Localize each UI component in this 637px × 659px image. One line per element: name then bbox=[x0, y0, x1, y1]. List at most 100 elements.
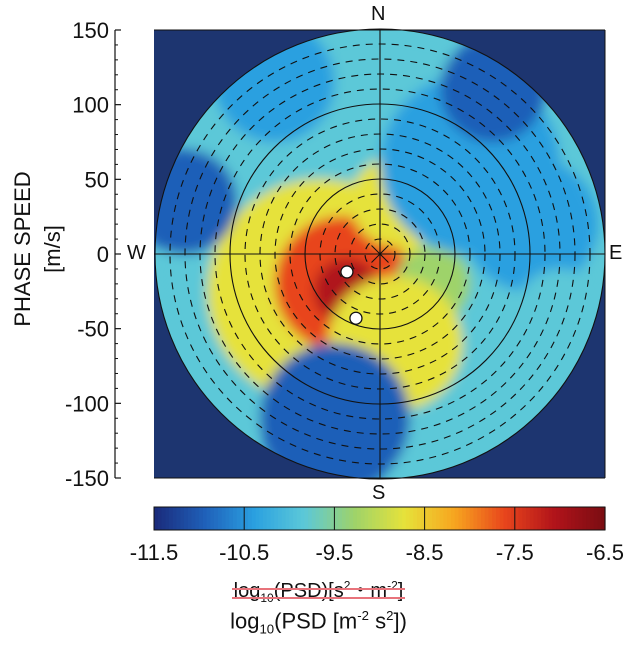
colorbar-segment bbox=[184, 507, 189, 530]
colorbar-segment bbox=[387, 507, 392, 530]
colorbar-segment bbox=[157, 507, 163, 530]
colorbar-segment bbox=[484, 507, 490, 530]
colorbar-segment bbox=[360, 507, 366, 530]
colorbar-segment bbox=[424, 507, 429, 530]
spoke-225 bbox=[371, 253, 381, 263]
colorbar-segment bbox=[304, 507, 309, 530]
colorbar-segment bbox=[394, 507, 399, 530]
y-tick-label-2: 50 bbox=[85, 167, 109, 192]
colorbar-segment bbox=[443, 507, 448, 530]
colorbar-segment bbox=[274, 507, 279, 530]
colorbar-segment bbox=[409, 507, 414, 530]
colorbar-segment bbox=[232, 507, 238, 530]
colorbar-segment bbox=[578, 507, 584, 530]
colorbar-segment bbox=[405, 507, 411, 530]
colorbar-segment bbox=[345, 507, 351, 530]
colorbar-segment bbox=[206, 507, 211, 530]
colorbar-segment bbox=[469, 507, 475, 530]
colorbar-segment bbox=[199, 507, 204, 530]
colorbar-segment bbox=[308, 507, 313, 530]
colorbar-segment bbox=[488, 507, 493, 530]
colorbar-segment bbox=[296, 507, 302, 530]
colorbar-segment bbox=[154, 507, 159, 530]
colorbar-segment bbox=[225, 507, 230, 530]
colorbar-tick-label-0: -11.5 bbox=[130, 540, 179, 565]
colorbar-segment bbox=[496, 507, 501, 530]
psd-blob-13 bbox=[515, 268, 605, 359]
psd-blobs bbox=[155, 29, 605, 479]
colorbar-segment bbox=[447, 507, 452, 530]
colorbar-segment bbox=[432, 507, 437, 530]
y-axis-label: PHASE SPEED [m/s] bbox=[10, 171, 65, 327]
compass-north-label: N bbox=[371, 3, 386, 25]
colorbar-segment bbox=[326, 507, 332, 530]
colorbar-segment bbox=[176, 507, 181, 530]
compass-east-label: E bbox=[609, 242, 623, 264]
colorbar-segment bbox=[169, 507, 174, 530]
colorbar-segment bbox=[417, 507, 422, 530]
psd-blob-11 bbox=[259, 343, 410, 479]
colorbar-segment bbox=[262, 507, 268, 530]
colorbar-segment bbox=[371, 507, 377, 530]
colorbar-segment bbox=[435, 507, 441, 530]
colorbar-segment bbox=[462, 507, 467, 530]
colorbar-segment bbox=[172, 507, 178, 530]
colorbar-segment bbox=[518, 507, 523, 530]
colorbar-segment bbox=[586, 507, 591, 530]
y-tick-label-5: -100 bbox=[65, 391, 109, 416]
marker-0 bbox=[340, 265, 354, 279]
colorbar-segment bbox=[165, 507, 170, 530]
colorbar-segment bbox=[413, 507, 418, 530]
colorbar-segment bbox=[349, 507, 354, 530]
colorbar-segment bbox=[217, 507, 223, 530]
colorbar-segment bbox=[240, 507, 245, 530]
colorbar-segment bbox=[567, 507, 572, 530]
colorbar-segment bbox=[259, 507, 264, 530]
colorbar-unit-old-struck: log10(PSD)[s2・m-2] bbox=[0, 574, 637, 605]
colorbar-segment bbox=[315, 507, 320, 530]
colorbar-segment bbox=[398, 507, 403, 530]
colorbar-segment bbox=[236, 507, 242, 530]
spoke-45 bbox=[379, 245, 389, 255]
colorbar-segment bbox=[529, 507, 535, 530]
y-tick-label-6: -150 bbox=[65, 466, 109, 491]
colorbar-segment bbox=[338, 507, 343, 530]
colorbar-segment bbox=[477, 507, 482, 530]
colorbar-segment bbox=[221, 507, 227, 530]
colorbar-segment bbox=[368, 507, 373, 530]
compass-west-label: W bbox=[127, 242, 146, 264]
colorbar-tick-label-4: -7.5 bbox=[496, 540, 534, 565]
y-tick-label-3: 0 bbox=[97, 242, 109, 267]
colorbar-segment bbox=[293, 507, 298, 530]
colorbar-tick-label-1: -10.5 bbox=[219, 540, 269, 565]
colorbar-segment bbox=[511, 507, 516, 530]
colorbar-segment bbox=[191, 507, 196, 530]
colorbar-segment bbox=[428, 507, 433, 530]
colorbar-segment bbox=[571, 507, 576, 530]
colorbar-segment bbox=[334, 507, 339, 530]
colorbar-segment bbox=[533, 507, 538, 530]
colorbar-segment bbox=[390, 507, 396, 530]
colorbar-segment bbox=[278, 507, 283, 530]
colorbar-segment bbox=[514, 507, 520, 530]
colorbar-segment bbox=[526, 507, 531, 530]
colorbar-segment bbox=[300, 507, 305, 530]
colorbar-segment bbox=[379, 507, 384, 530]
colorbar-segment bbox=[187, 507, 193, 530]
colorbar-segment bbox=[270, 507, 275, 530]
colorbar-segment bbox=[480, 507, 486, 530]
colorbar-segment bbox=[255, 507, 260, 530]
colorbar-segment bbox=[319, 507, 324, 530]
colorbar-segment bbox=[420, 507, 426, 530]
colorbar-segment bbox=[289, 507, 294, 530]
colorbar-segment bbox=[458, 507, 463, 530]
colorbar-tick-label-3: -8.5 bbox=[406, 540, 444, 565]
colorbar-tick-label-5: -6.5 bbox=[586, 540, 624, 565]
marker-1 bbox=[349, 311, 363, 325]
colorbar-segment bbox=[229, 507, 234, 530]
colorbar-segment bbox=[492, 507, 497, 530]
colorbar-segment bbox=[544, 507, 550, 530]
colorbar-segment bbox=[402, 507, 407, 530]
colorbar-segment bbox=[563, 507, 569, 530]
